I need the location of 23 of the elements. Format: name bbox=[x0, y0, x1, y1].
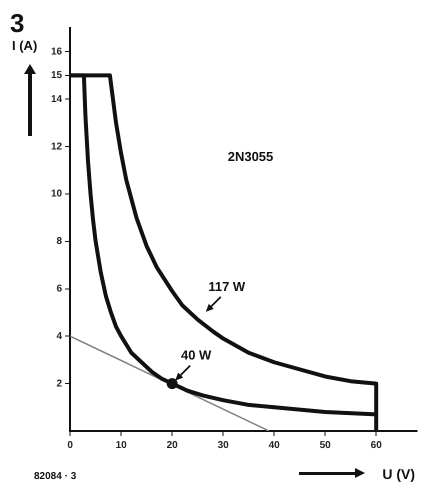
annotation: 40 W bbox=[180, 348, 212, 363]
y-tick-label: 15 bbox=[51, 70, 63, 82]
x-tick-label: 40 bbox=[268, 440, 280, 451]
y-tick-label: 16 bbox=[51, 46, 63, 58]
y-tick-label: 10 bbox=[51, 188, 63, 200]
y-tick-label: 14 bbox=[51, 94, 63, 105]
y-tick-label: 8 bbox=[56, 236, 63, 248]
x-tick-label: 10 bbox=[116, 440, 128, 451]
x-tick-label: 60 bbox=[370, 440, 382, 451]
x-tick-label: 30 bbox=[218, 440, 230, 451]
x-tick-label: 0 bbox=[67, 440, 74, 451]
annotation: 2N3055 bbox=[228, 148, 274, 164]
chart-title: 3 bbox=[10, 8, 24, 39]
y-tick-label: 2 bbox=[56, 378, 63, 390]
x-tick-label: 50 bbox=[320, 440, 332, 451]
y-tick-label: 4 bbox=[56, 330, 63, 342]
x-tick-label: 20 bbox=[166, 440, 178, 451]
y-tick-label: 12 bbox=[51, 141, 63, 152]
y-axis-title: I (A) bbox=[12, 38, 38, 53]
y-tick-label: 6 bbox=[56, 284, 63, 295]
x-axis-title: U (V) bbox=[382, 466, 415, 482]
annotation: 117 W bbox=[208, 278, 246, 294]
text: 82084 · 3 bbox=[34, 471, 76, 482]
